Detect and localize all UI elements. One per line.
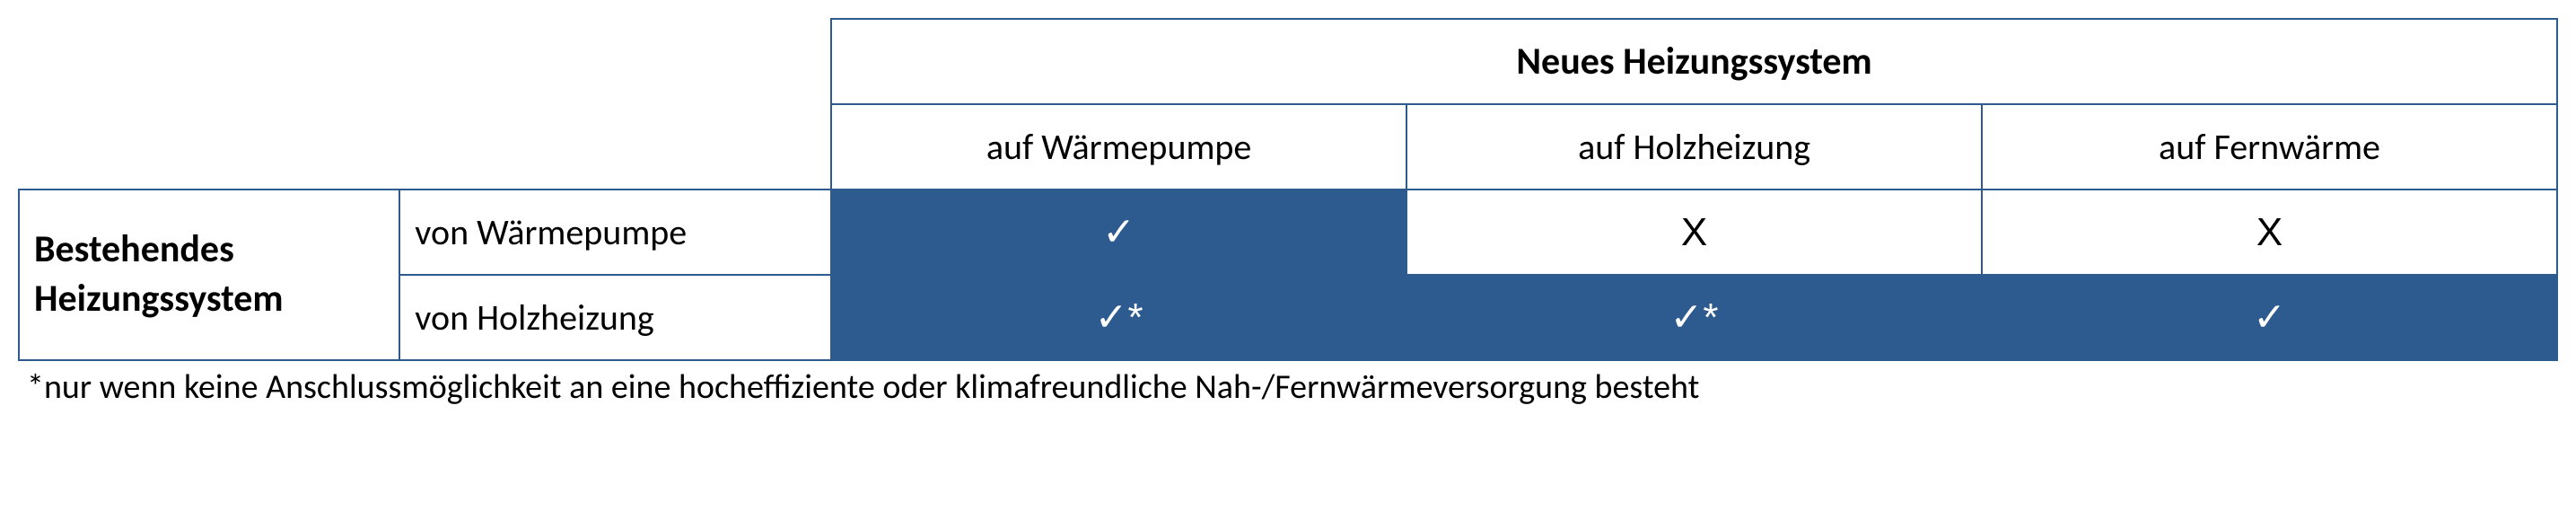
- check-star-icon: ✓*: [1670, 295, 1719, 339]
- footnote-marker: *: [27, 366, 44, 408]
- column-header: auf Fernwärme: [1982, 104, 2557, 190]
- cross-icon: X: [2256, 210, 2282, 254]
- table-header-row-1: Neues Heizungssystem: [19, 19, 2557, 104]
- cell-check: ✓: [831, 190, 1406, 275]
- check-icon: ✓: [2253, 295, 2286, 339]
- blank-cell: [399, 104, 831, 190]
- cross-icon: X: [1681, 210, 1707, 254]
- table: Neues Heizungssystem auf Wärmepumpe auf …: [18, 18, 2558, 361]
- row-group-header-line1: Bestehendes: [34, 226, 234, 272]
- heating-system-table: Neues Heizungssystem auf Wärmepumpe auf …: [18, 18, 2558, 408]
- footnote: *nur wenn keine Anschlussmöglichkeit an …: [18, 366, 2558, 408]
- table-row: von Holzheizung ✓* ✓* ✓: [19, 275, 2557, 360]
- cell-check: ✓: [1982, 275, 2557, 360]
- check-icon: ✓: [1102, 210, 1135, 254]
- row-header: von Holzheizung: [399, 275, 831, 360]
- blank-cell: [19, 104, 399, 190]
- cell-check-star: ✓*: [831, 275, 1406, 360]
- blank-cell: [399, 19, 831, 104]
- check-star-icon: ✓*: [1095, 295, 1143, 339]
- row-group-header: Bestehendes Heizungssystem: [19, 190, 399, 360]
- cell-cross: X: [1406, 190, 1982, 275]
- column-header: auf Wärmepumpe: [831, 104, 1406, 190]
- footnote-text: nur wenn keine Anschlussmöglichkeit an e…: [44, 366, 1699, 408]
- table-header-row-2: auf Wärmepumpe auf Holzheizung auf Fernw…: [19, 104, 2557, 190]
- table-row: Bestehendes Heizungssystem von Wärmepump…: [19, 190, 2557, 275]
- blank-cell: [19, 19, 399, 104]
- column-header: auf Holzheizung: [1406, 104, 1982, 190]
- row-header: von Wärmepumpe: [399, 190, 831, 275]
- cell-cross: X: [1982, 190, 2557, 275]
- column-group-header: Neues Heizungssystem: [831, 19, 2557, 104]
- cell-check-star: ✓*: [1406, 275, 1982, 360]
- row-group-header-line2: Heizungssystem: [34, 276, 284, 322]
